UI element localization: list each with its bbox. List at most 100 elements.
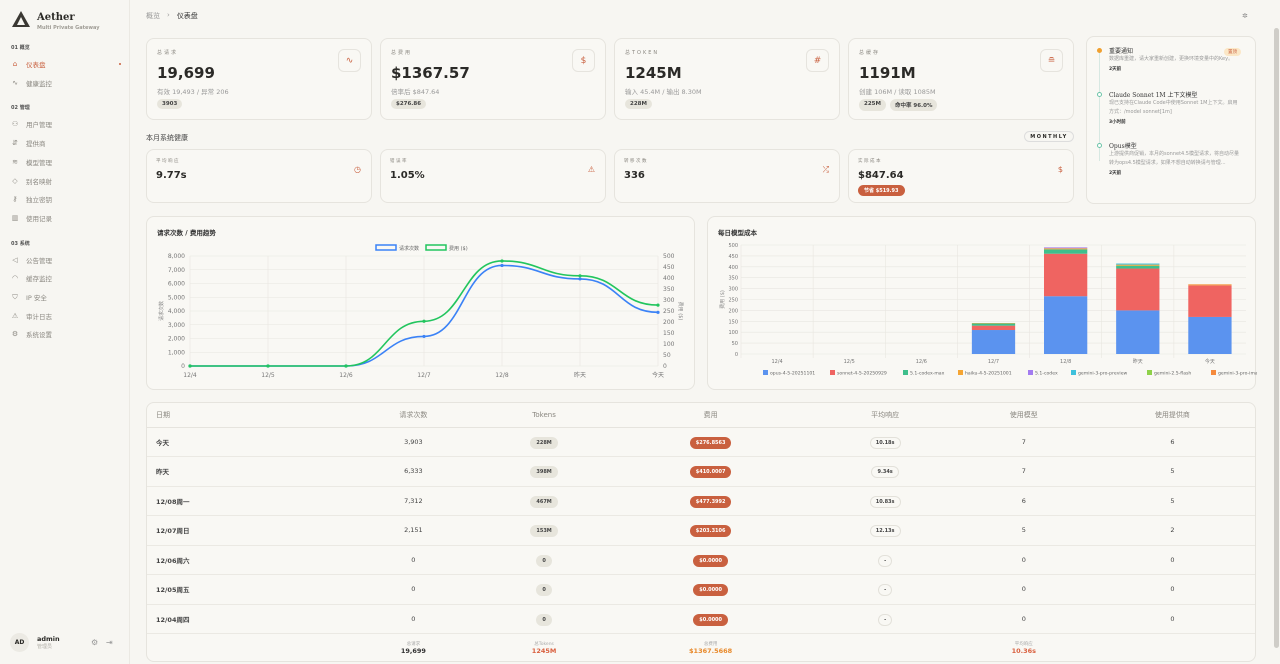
table-cell: 0	[1089, 604, 1255, 634]
table-row[interactable]: 12/08周一 7,312 467M $477.3992 10.83s 6 5	[147, 486, 1255, 516]
table-cell: 2,151	[347, 515, 480, 546]
sidebar-item[interactable]: ◠ 缓存监控	[11, 271, 121, 285]
x-tick-label: 12/4	[183, 372, 197, 379]
timeline-dot-icon	[1097, 92, 1102, 97]
data-point	[578, 277, 582, 281]
table-row[interactable]: 今天 3,903 228M $276.8563 10.18s 7 6	[147, 427, 1255, 457]
bar-segment	[1116, 310, 1160, 354]
table-row[interactable]: 12/07周日 2,151 153M $203.3106 12.13s 5 2	[147, 515, 1255, 546]
sidebar-item[interactable]: ≋ 模型管理	[11, 155, 121, 169]
table-cell: 0	[347, 604, 480, 634]
cost-pill: $0.0000	[693, 584, 729, 597]
sidebar-item-label: 缓存监控	[26, 275, 52, 284]
table-cell: 6	[957, 486, 1090, 516]
x-tick-label: 昨天	[574, 371, 586, 379]
table-row[interactable]: 昨天 6,333 398M $410.0007 9.34s 7 5	[147, 456, 1255, 487]
table-cell: 0	[957, 574, 1090, 605]
footer-label: 总请求	[406, 641, 421, 647]
bar-segment	[1116, 265, 1160, 269]
y2-tick-label: 250	[663, 308, 675, 315]
kpi-sub: 输入 45.4M / 输出 8.30M	[625, 88, 702, 96]
sidebar-item-label: 系统设置	[26, 331, 52, 340]
legend-label: 请求次数	[399, 245, 419, 252]
settings-icon[interactable]: ⚙	[91, 638, 99, 647]
table-cell: 0	[347, 545, 480, 575]
avatar[interactable]: AD	[10, 633, 29, 652]
sidebar-item-label: 别名映射	[26, 177, 52, 186]
latency-pill: -	[878, 554, 893, 567]
scrollbar[interactable]	[1274, 28, 1279, 648]
health-label: 错误率	[390, 159, 408, 164]
tokens-pill: 228M	[530, 436, 558, 449]
health-value: 1.05%	[390, 170, 425, 181]
bar-segment	[1188, 285, 1232, 317]
kpi-card: 总费用 $1367.57 倍率后 $847.64 $276.86 $	[380, 38, 606, 120]
clock-icon: ◷	[354, 165, 361, 174]
y-tick-label: 400	[728, 265, 738, 271]
footer-label: 总Tokens	[534, 641, 554, 647]
y-tick-label: 0	[735, 352, 738, 358]
warning-icon: ⚠	[587, 165, 595, 174]
table-row[interactable]: 12/04周四 0 0 $0.0000-0 0	[147, 604, 1255, 634]
column-header[interactable]: Tokens	[479, 403, 609, 428]
footer-value: 19,699	[400, 646, 426, 655]
provider-icon: ⇵	[12, 139, 18, 148]
column-header[interactable]: 请求次数	[347, 403, 480, 428]
notice-text: 数据库重建，请大家重新创建，更换环境变量中的Key。	[1109, 56, 1234, 62]
kpi-label: 总费用	[391, 50, 413, 56]
data-point	[266, 364, 270, 368]
sidebar-item-label: 独立密钥	[26, 196, 52, 205]
logout-icon[interactable]: ⇥	[106, 638, 113, 647]
kpi-pill: 228M	[625, 99, 652, 109]
period-badge[interactable]: MONTHLY	[1024, 131, 1074, 142]
column-header[interactable]: 平均响应	[812, 403, 958, 428]
sidebar-item[interactable]: ⚠ 审计日志	[11, 309, 121, 323]
sidebar-item[interactable]: ⇵ 提供商	[11, 136, 121, 150]
logo[interactable]: Aether Multi Private Gateway	[11, 10, 99, 31]
y2-tick-label: 150	[663, 330, 675, 337]
health-value: 336	[624, 170, 645, 181]
health-value: 9.77s	[156, 170, 187, 181]
user-name: admin	[37, 635, 60, 643]
sidebar-item[interactable]: ⛉ IP 安全	[11, 290, 121, 304]
tokens-pill: 398M	[530, 466, 558, 479]
sidebar-item[interactable]: ◁ 公告管理	[11, 253, 121, 267]
table-row[interactable]: 12/05周五 0 0 $0.0000-0 0	[147, 574, 1255, 605]
sidebar-item-label: 公告管理	[26, 256, 52, 265]
table-row[interactable]: 12/06周六 0 0 $0.0000-0 0	[147, 545, 1255, 575]
notice-title: Claude Sonnet 1M 上下文模型	[1109, 92, 1198, 99]
column-header[interactable]: 使用模型	[957, 403, 1090, 428]
column-header[interactable]: 使用提供商	[1089, 403, 1255, 428]
column-header[interactable]: 费用	[608, 403, 813, 428]
y-tick-label: 150	[728, 319, 738, 325]
sidebar-item[interactable]: ⌂ 仪表盘	[11, 57, 121, 71]
sidebar-item[interactable]: ⚇ 用户管理	[11, 117, 121, 131]
table-cell: 0	[957, 604, 1090, 634]
nav-section-label: 02 管理	[11, 105, 30, 112]
y2-tick-label: 500	[663, 253, 675, 260]
sidebar-item[interactable]: ∿ 健康监控	[11, 76, 121, 90]
sidebar-item[interactable]: ⚙ 系统设置	[11, 327, 121, 341]
shuffle-icon: ⤮	[822, 165, 829, 174]
footer-value: $1367.5668	[689, 646, 733, 655]
sidebar-item[interactable]: ▥ 使用记录	[11, 211, 121, 225]
breadcrumb-overview[interactable]: 概览	[146, 12, 160, 20]
sidebar-item[interactable]: ◇ 别名映射	[11, 174, 121, 188]
bar-segment	[1044, 253, 1088, 297]
x-tick-label: 12/8	[1060, 359, 1071, 365]
footer-label: 总费用	[703, 641, 718, 647]
kpi-pill: 225M	[859, 99, 886, 111]
theme-toggle-icon[interactable]: ✲	[1242, 12, 1248, 20]
data-point	[188, 364, 192, 368]
trend-chart: 0 1,000 2,000 3,000 4,000 5,000 6,000 7,000 8,00…	[158, 244, 684, 379]
tokens-pill: 0	[536, 584, 552, 597]
column-header[interactable]: 日期	[147, 403, 348, 428]
kpi-sub: 创建 106M / 读取 1085M	[859, 88, 936, 96]
model-cost-chart: 0 50 100 150 200 250 300 350 400 450 500 费用 ($) 12/4…	[719, 243, 1257, 377]
tag-icon: ◇	[12, 176, 18, 185]
x-tick-label: 昨天	[1133, 358, 1143, 365]
legend-swatch	[1211, 370, 1216, 375]
table-cell: 今天	[147, 427, 348, 457]
sidebar-item-label: 仪表盘	[26, 61, 46, 69]
sidebar-item[interactable]: ⚷ 独立密钥	[11, 192, 121, 206]
